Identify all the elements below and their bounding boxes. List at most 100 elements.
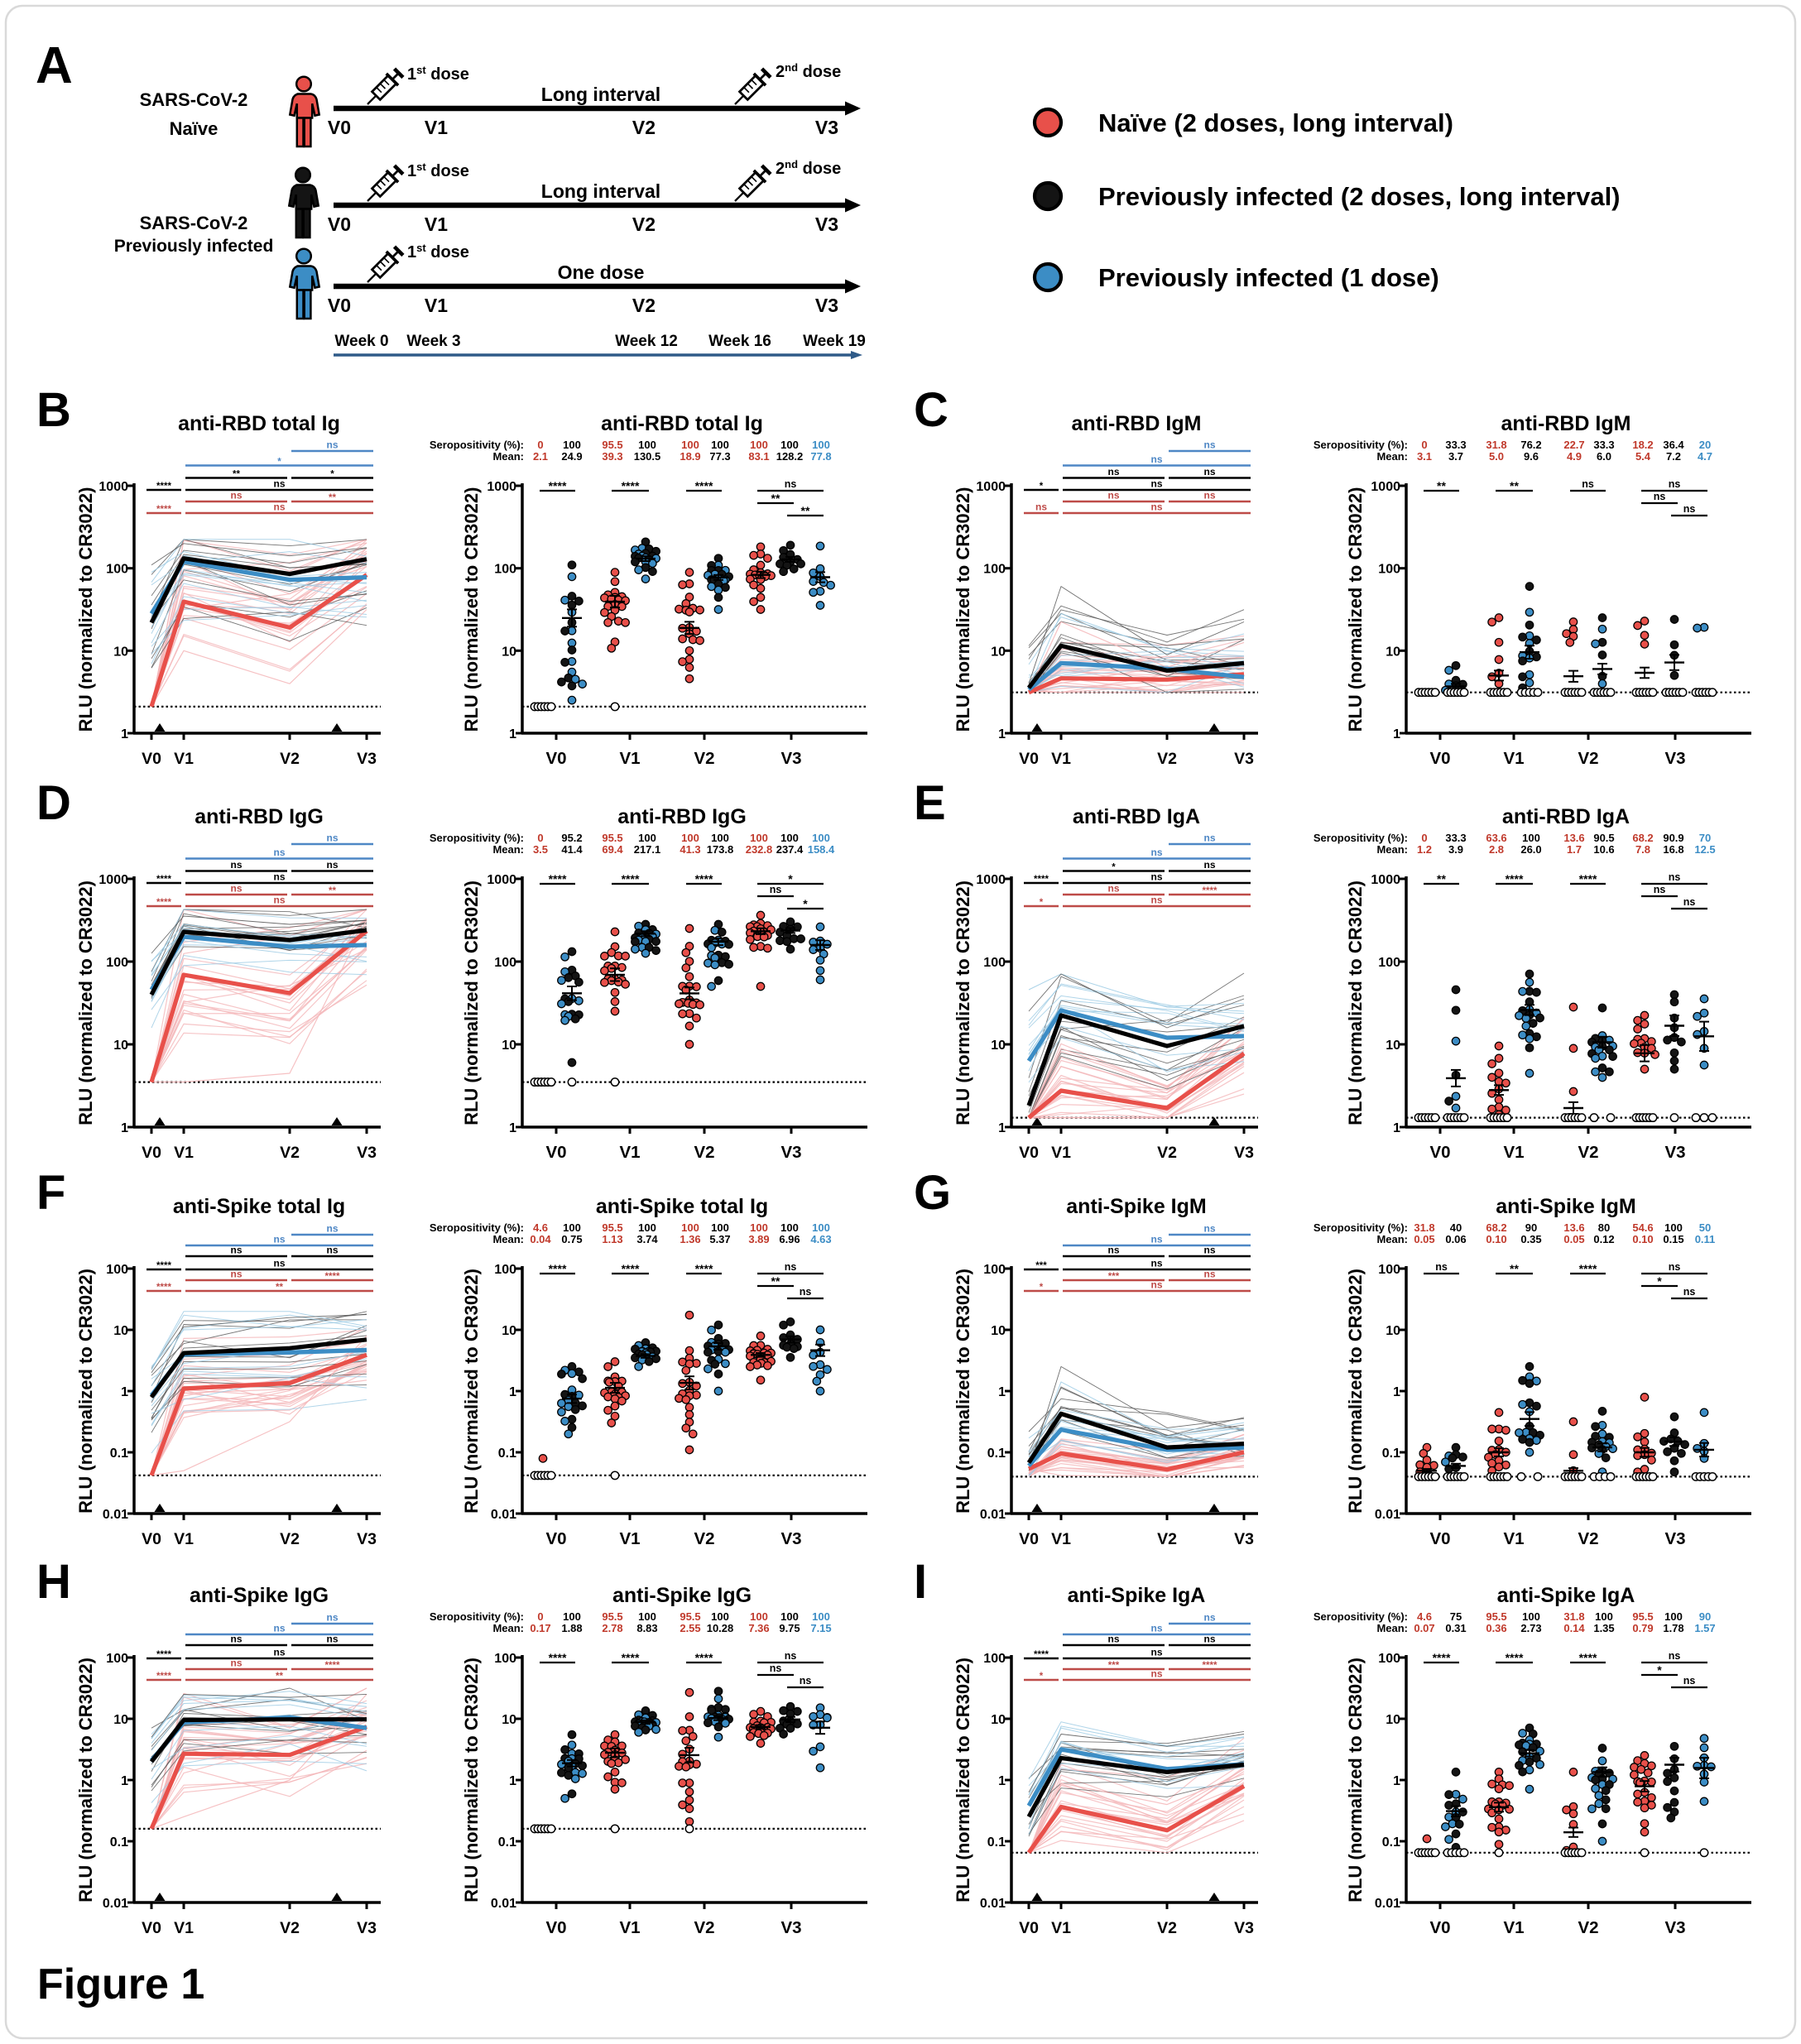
- svg-text:90: 90: [1699, 1610, 1711, 1623]
- svg-text:0.01: 0.01: [1375, 1897, 1400, 1911]
- svg-text:ns: ns: [230, 883, 242, 895]
- svg-text:100: 100: [750, 439, 768, 451]
- svg-text:95.5: 95.5: [1632, 1610, 1653, 1623]
- svg-text:69.4: 69.4: [602, 843, 623, 856]
- svg-text:***: ***: [1108, 1661, 1120, 1671]
- svg-text:0.36: 0.36: [1486, 1622, 1506, 1634]
- svg-text:4.63: 4.63: [810, 1233, 831, 1245]
- svg-text:anti-RBD IgG: anti-RBD IgG: [195, 805, 324, 828]
- svg-text:10: 10: [1386, 645, 1400, 659]
- svg-text:9.6: 9.6: [1524, 450, 1539, 463]
- svg-text:1.13: 1.13: [602, 1233, 622, 1245]
- svg-text:18.2: 18.2: [1632, 439, 1653, 451]
- svg-text:**: **: [1437, 479, 1446, 492]
- svg-text:Seropositivity (%):: Seropositivity (%):: [1314, 832, 1408, 844]
- svg-text:2.55: 2.55: [680, 1622, 700, 1634]
- svg-text:V2: V2: [1157, 1144, 1177, 1162]
- svg-text:V3: V3: [1664, 1529, 1685, 1548]
- svg-text:ns: ns: [1203, 1223, 1215, 1235]
- svg-text:128.2: 128.2: [776, 450, 804, 463]
- svg-text:100: 100: [563, 439, 581, 451]
- svg-text:90.9: 90.9: [1663, 832, 1683, 844]
- svg-text:80: 80: [1598, 1221, 1610, 1234]
- svg-text:V3: V3: [815, 214, 838, 235]
- svg-text:100: 100: [681, 1221, 699, 1234]
- svg-text:V0: V0: [142, 1530, 161, 1548]
- svg-text:Long interval: Long interval: [541, 180, 660, 202]
- svg-text:G: G: [914, 1166, 951, 1220]
- svg-text:ns: ns: [230, 1245, 242, 1256]
- svg-text:0: 0: [1421, 439, 1427, 451]
- svg-text:**: **: [1510, 1262, 1519, 1275]
- svg-text:ns: ns: [1435, 1261, 1448, 1273]
- svg-text:1: 1: [509, 1385, 516, 1399]
- svg-text:****: ****: [695, 1262, 713, 1275]
- svg-text:*: *: [1112, 863, 1116, 873]
- svg-text:Seropositivity (%):: Seropositivity (%):: [1314, 439, 1408, 451]
- svg-text:ns: ns: [1150, 453, 1162, 465]
- svg-text:100: 100: [812, 1221, 830, 1234]
- svg-text:1: 1: [998, 727, 1006, 741]
- svg-text:24.9: 24.9: [561, 450, 582, 463]
- svg-text:SARS-CoV-2: SARS-CoV-2: [140, 89, 248, 110]
- svg-text:****: ****: [325, 1661, 340, 1671]
- svg-text:ns: ns: [273, 895, 285, 906]
- svg-text:V2: V2: [280, 1530, 300, 1548]
- svg-text:100: 100: [563, 1221, 581, 1234]
- svg-text:100: 100: [563, 1610, 581, 1623]
- svg-text:Mean:: Mean:: [492, 1233, 524, 1245]
- svg-text:ns: ns: [1150, 478, 1162, 490]
- svg-text:V0: V0: [1429, 1529, 1450, 1548]
- svg-text:10: 10: [991, 645, 1006, 659]
- svg-text:***: ***: [1035, 1261, 1047, 1271]
- svg-text:**: **: [1437, 872, 1446, 885]
- svg-text:ns: ns: [1203, 1612, 1215, 1624]
- svg-text:100: 100: [1522, 832, 1540, 844]
- svg-text:V3: V3: [357, 1144, 377, 1162]
- svg-text:0: 0: [537, 1610, 543, 1623]
- svg-text:ns: ns: [230, 1658, 242, 1669]
- svg-text:100: 100: [638, 1610, 656, 1623]
- svg-text:ns: ns: [785, 1650, 797, 1662]
- svg-text:1000: 1000: [976, 873, 1006, 887]
- svg-text:****: ****: [1506, 872, 1524, 885]
- svg-text:V3: V3: [1234, 1919, 1254, 1937]
- svg-text:10: 10: [1386, 1713, 1400, 1727]
- svg-text:anti-Spike total Ig: anti-Spike total Ig: [173, 1195, 345, 1218]
- svg-text:10: 10: [991, 1039, 1006, 1053]
- svg-text:1000: 1000: [98, 873, 128, 887]
- svg-text:10: 10: [991, 1713, 1006, 1727]
- svg-text:V3: V3: [1234, 750, 1254, 768]
- svg-text:**: **: [771, 1274, 780, 1288]
- svg-text:*: *: [1040, 898, 1044, 908]
- svg-text:Seropositivity (%):: Seropositivity (%):: [430, 832, 524, 844]
- svg-text:ns: ns: [273, 871, 285, 883]
- svg-text:Seropositivity (%):: Seropositivity (%):: [1314, 1221, 1408, 1234]
- svg-text:0.1: 0.1: [498, 1835, 516, 1850]
- svg-text:B: B: [36, 383, 71, 437]
- svg-text:0.01: 0.01: [103, 1897, 128, 1911]
- svg-text:ns: ns: [1203, 1245, 1215, 1256]
- svg-text:95.5: 95.5: [602, 1221, 622, 1234]
- svg-text:RLU (normalized to CR3022): RLU (normalized to CR3022): [1345, 1658, 1366, 1902]
- svg-text:anti-RBD IgM: anti-RBD IgM: [1072, 412, 1202, 435]
- svg-text:100: 100: [711, 439, 729, 451]
- svg-text:100: 100: [106, 1652, 128, 1666]
- svg-text:anti-Spike IgA: anti-Spike IgA: [1497, 1584, 1635, 1607]
- svg-text:7.36: 7.36: [748, 1622, 769, 1634]
- svg-text:3.9: 3.9: [1448, 843, 1463, 856]
- svg-text:V3: V3: [357, 1919, 377, 1937]
- svg-text:****: ****: [1579, 1262, 1597, 1275]
- svg-text:RLU (normalized to CR3022): RLU (normalized to CR3022): [1345, 487, 1366, 732]
- svg-text:V1: V1: [619, 1143, 640, 1162]
- svg-text:RLU (normalized to CR3022): RLU (normalized to CR3022): [461, 1269, 482, 1514]
- svg-text:****: ****: [549, 872, 567, 885]
- svg-text:217.1: 217.1: [634, 843, 661, 856]
- svg-text:****: ****: [1034, 875, 1049, 885]
- svg-text:95.5: 95.5: [1486, 1610, 1506, 1623]
- svg-text:V3: V3: [1664, 1143, 1685, 1162]
- svg-text:*: *: [1657, 1274, 1662, 1288]
- svg-text:V2: V2: [1578, 1143, 1598, 1162]
- svg-text:100: 100: [750, 832, 768, 844]
- svg-text:5.37: 5.37: [709, 1233, 730, 1245]
